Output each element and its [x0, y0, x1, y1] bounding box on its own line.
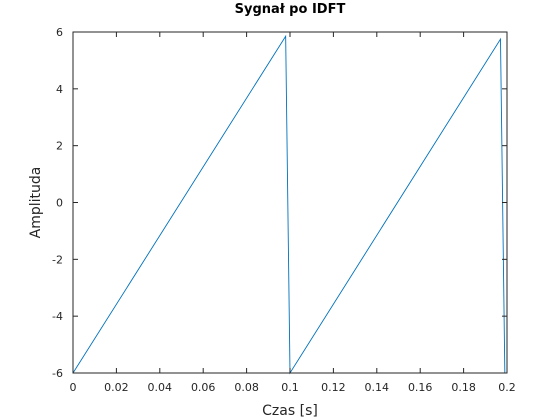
- x-tick-label: 0.12: [321, 381, 346, 394]
- x-tick-label: 0.04: [148, 381, 173, 394]
- y-tick-label: 4: [56, 83, 63, 96]
- x-tick-label: 0.1: [281, 381, 299, 394]
- y-tick-label: -6: [52, 367, 63, 380]
- x-tick-label: 0.14: [365, 381, 390, 394]
- y-tick-label: 0: [56, 197, 63, 210]
- y-tick-label: -2: [52, 253, 63, 266]
- x-tick-label: 0: [70, 381, 77, 394]
- x-tick-label: 0.02: [104, 381, 129, 394]
- y-tick-label: 6: [56, 26, 63, 39]
- x-tick-label: 0.16: [408, 381, 433, 394]
- x-axis-ticks: 0 0.02 0.04 0.06 0.08 0.1 0.12 0.14 0.16 0.18 0.2: [70, 32, 516, 394]
- y-axis-ticks: -6 -4 -2 0 2 4 6: [52, 26, 507, 380]
- chart-title: Sygnał po IDFT: [235, 2, 346, 17]
- x-tick-label: 0.06: [191, 381, 216, 394]
- y-axis-label: Amplituda: [28, 167, 44, 239]
- x-tick-label: 0.18: [451, 381, 476, 394]
- y-tick-label: -4: [52, 310, 63, 323]
- x-axis-label: Czas [s]: [262, 403, 318, 419]
- x-tick-label: 0.08: [234, 381, 259, 394]
- y-tick-label: 2: [56, 140, 63, 153]
- x-tick-label: 0.2: [498, 381, 516, 394]
